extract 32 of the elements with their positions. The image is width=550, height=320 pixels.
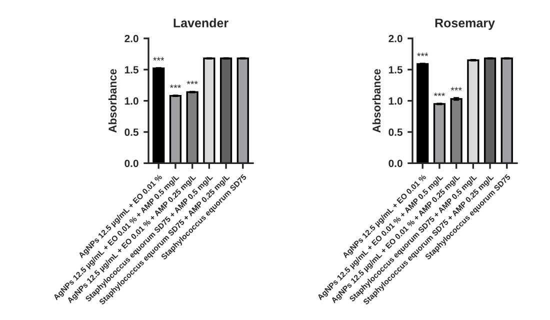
bar — [433, 103, 446, 164]
annotation: *** — [170, 84, 181, 88]
y-tick-label: 0.5 — [124, 128, 138, 136]
y-tick-label: 2.0 — [388, 34, 402, 42]
y-tick-label: 1.5 — [124, 66, 138, 74]
annotation: *** — [186, 80, 198, 84]
bar — [186, 91, 198, 164]
bar — [152, 68, 165, 164]
bar — [203, 58, 216, 164]
bar — [236, 58, 249, 164]
bar — [450, 98, 462, 164]
bar — [169, 94, 182, 164]
y-axis-title: Absorbance — [108, 69, 117, 133]
chart-title: Rosemary — [435, 18, 495, 30]
y-tick-label: 1.0 — [388, 97, 402, 105]
y-tick-label: 2.0 — [124, 34, 138, 42]
chart-title: Lavender — [174, 18, 228, 28]
y-tick-label: 0.0 — [124, 160, 138, 168]
y-axis-title: Absorbance — [372, 69, 381, 133]
annotation: *** — [450, 87, 462, 91]
y-tick-label: 0.5 — [388, 128, 402, 136]
annotation: *** — [434, 92, 445, 96]
bar — [416, 63, 429, 164]
annotation: *** — [417, 52, 428, 56]
y-tick-label: 1.0 — [124, 97, 138, 105]
y-tick-label: 1.5 — [388, 66, 402, 74]
bar — [500, 58, 513, 164]
bar — [220, 58, 232, 164]
bar — [484, 58, 496, 164]
annotation: *** — [153, 57, 164, 61]
y-tick-label: 0.0 — [388, 160, 402, 168]
bar — [467, 59, 480, 164]
